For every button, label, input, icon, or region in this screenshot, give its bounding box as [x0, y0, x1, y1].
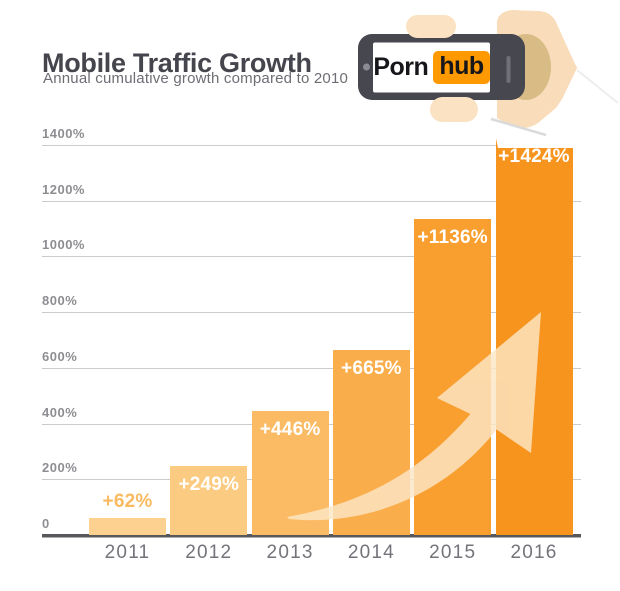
gridline — [42, 256, 581, 258]
x-axis-label-2012: 2012 — [185, 542, 233, 563]
brand-logo-porn: Porn — [373, 53, 429, 81]
phone-speaker-icon — [506, 56, 511, 83]
bar-value-label: +446% — [259, 418, 321, 440]
y-axis-tick-label: 1000% — [42, 237, 85, 253]
phone-camera-icon — [363, 63, 370, 71]
y-axis-tick-label: 800% — [42, 293, 78, 309]
y-axis-tick-label: 0 — [42, 516, 50, 531]
y-axis-tick-label: 600% — [42, 348, 78, 364]
x-axis-label-2011: 2011 — [104, 542, 151, 563]
brand-logo-hub: hub — [433, 51, 490, 84]
finger-shadow-shape — [501, 34, 551, 100]
y-axis-tick-label: 1400% — [42, 126, 85, 141]
gridline — [42, 312, 581, 314]
bar-2011 — [89, 517, 166, 535]
page-subtitle: Annual cumulative growth compared to 201… — [43, 70, 349, 87]
palm-shape — [497, 10, 578, 129]
chart-area: 1400% 1200% 1000% 800% 600% 400% 200% 0 +62% 2011… — [42, 125, 581, 585]
page-title: Mobile Traffic Growth — [42, 48, 312, 79]
bar-2016: +1424% — [495, 138, 573, 535]
bar-value-label: +1424% — [498, 146, 570, 168]
y-axis-tick-label: 1200% — [42, 181, 85, 197]
x-axis-label-2014: 2014 — [347, 542, 395, 563]
x-axis-label-2016: 2016 — [510, 542, 558, 563]
bar-value-label: +665% — [341, 357, 402, 379]
x-axis-label-2015: 2015 — [429, 542, 477, 563]
fingertip-bottom — [430, 97, 478, 122]
y-axis-tick-label: 400% — [42, 404, 78, 420]
gridline — [42, 200, 581, 202]
bar-value-label: +1136% — [417, 226, 488, 248]
bar-value-label: +249% — [178, 473, 240, 495]
x-axis-label-2013: 2013 — [266, 542, 314, 563]
fingertip-top — [406, 15, 456, 38]
y-axis-tick-label: 200% — [42, 460, 78, 476]
brand-logo: Porn hub — [373, 42, 490, 93]
bar-2014: +665% — [332, 349, 410, 535]
bar-2013: +446% — [251, 410, 329, 535]
bar-2015: +1136% — [414, 218, 492, 535]
gridline — [42, 145, 581, 146]
bar-2012: +249% — [170, 465, 248, 535]
cuff-edge-line — [576, 69, 619, 104]
gridline — [42, 367, 581, 369]
x-axis-baseline — [42, 534, 581, 538]
bar-value-label: +62% — [102, 490, 153, 512]
